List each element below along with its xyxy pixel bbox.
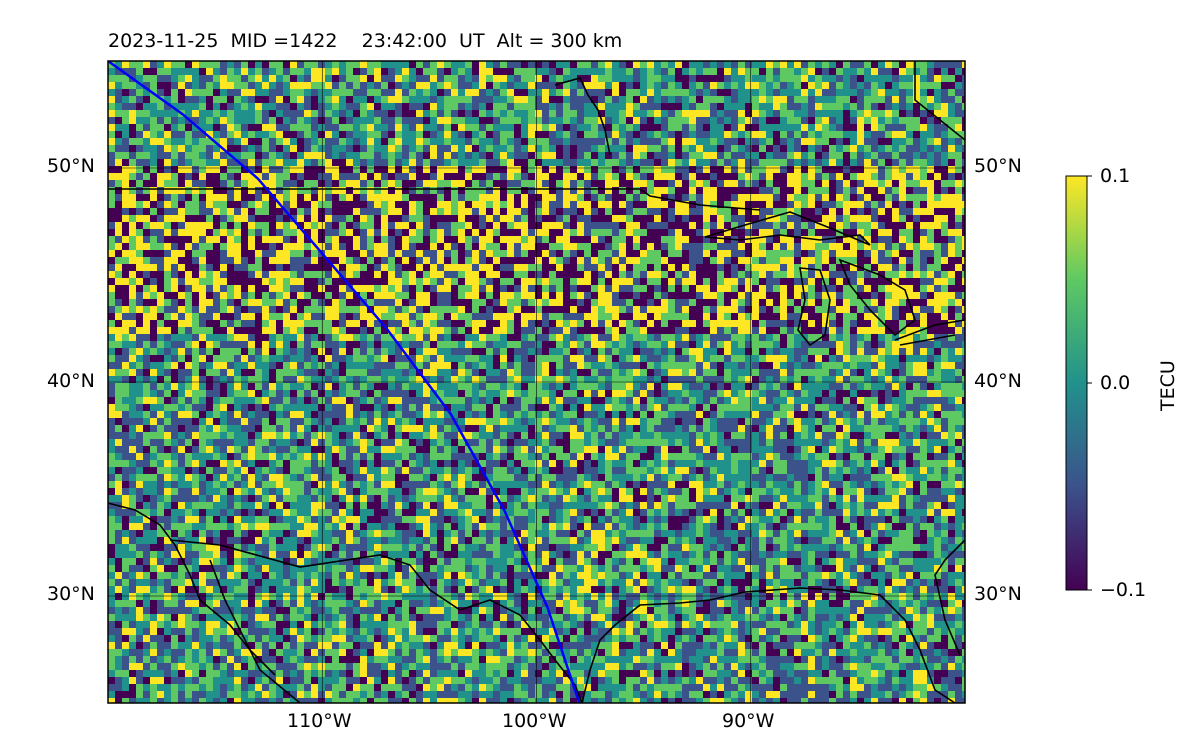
gulf-coast — [581, 587, 956, 703]
lon-tick-90w: 90°W — [722, 710, 775, 732]
lake-huron — [838, 258, 916, 337]
lat-tick-right-40: 40°N — [974, 370, 1022, 392]
tec-heatmap — [108, 61, 965, 703]
lat-tick-left-40: 40°N — [47, 370, 95, 392]
lake-superior — [704, 211, 871, 246]
baja-coast — [209, 559, 301, 703]
colorbar — [1065, 175, 1092, 591]
satellite-track — [108, 61, 581, 703]
colorbar-label-min: −0.1 — [1100, 579, 1147, 601]
colorbar-label-max: 0.1 — [1100, 165, 1131, 187]
title-time: 23:42:00 UT — [361, 30, 485, 52]
title-date: 2023-11-25 — [108, 30, 219, 52]
coastlines-borders — [108, 61, 965, 703]
lat-tick-left-50: 50°N — [47, 155, 95, 177]
lake-erie-ontario — [894, 319, 965, 346]
canada-us-border — [108, 188, 761, 211]
colorbar-label-zero: 0.0 — [1100, 372, 1131, 394]
lake-michigan — [797, 267, 831, 347]
lat-tick-left-30: 30°N — [47, 583, 95, 605]
mexico-border — [108, 502, 276, 676]
northeast-coast — [914, 61, 965, 141]
us-mexico-border — [169, 539, 583, 703]
map-gridlines — [108, 61, 965, 703]
hudson-bay-coast — [554, 77, 611, 156]
lat-tick-right-30: 30°N — [974, 583, 1022, 605]
florida-coast — [934, 539, 965, 656]
figure-title: 2023-11-25 MID =1422 23:42:00 UT Alt = 3… — [108, 30, 622, 52]
colorbar-gradient — [1065, 175, 1088, 591]
map-border — [107, 60, 966, 704]
lon-tick-110w: 110°W — [287, 710, 352, 732]
lon-tick-100w: 100°W — [502, 710, 567, 732]
title-alt: Alt = 300 km — [496, 30, 623, 52]
title-mid: MID =1422 — [230, 30, 338, 52]
colorbar-title: TECU — [1157, 360, 1179, 411]
lat-tick-right-50: 50°N — [974, 155, 1022, 177]
map-plot-area — [108, 61, 965, 703]
